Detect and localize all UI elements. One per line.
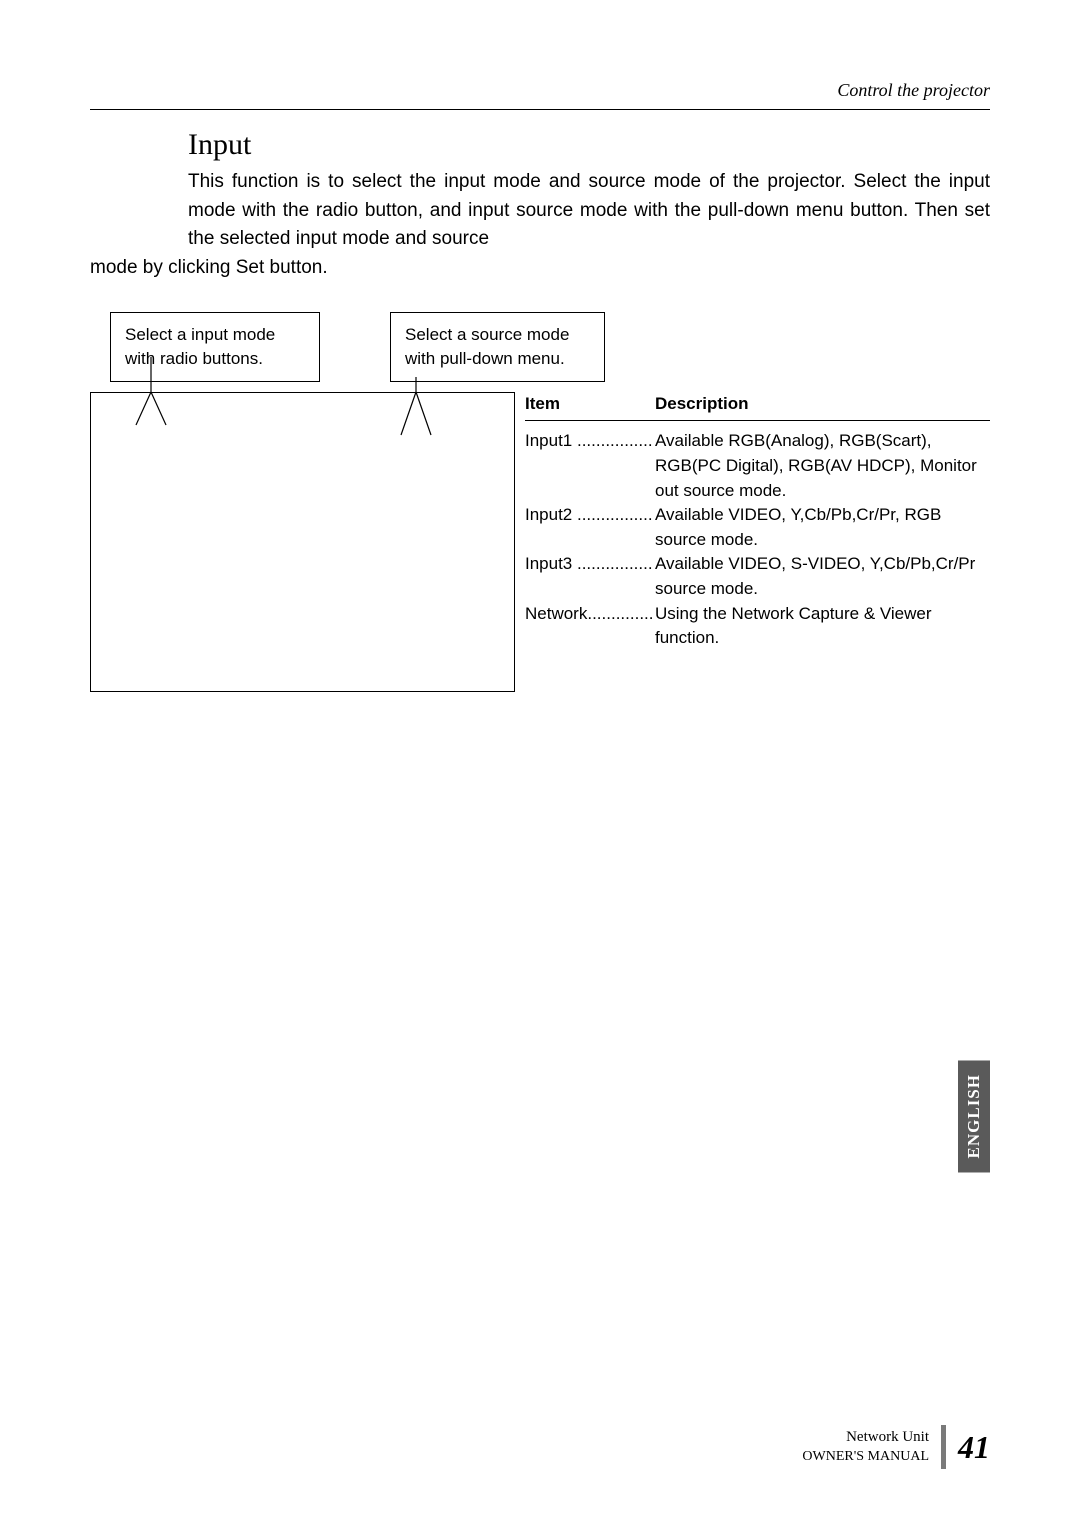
footer-divider xyxy=(941,1425,946,1469)
item-description-table: Item Description Input1 ................… xyxy=(525,392,990,651)
table-header-description: Description xyxy=(655,392,990,417)
language-tab: ENGLISH xyxy=(958,1060,990,1172)
table-header-row: Item Description xyxy=(525,392,990,422)
table-row: Input2 ................ Available VIDEO,… xyxy=(525,503,990,552)
table-row: Input1 ................ Available RGB(An… xyxy=(525,429,990,503)
table-cell-desc: Available VIDEO, Y,Cb/Pb,Cr/Pr, RGB sour… xyxy=(655,503,990,552)
table-body: Input1 ................ Available RGB(An… xyxy=(525,429,990,651)
table-cell-item: Network.............. xyxy=(525,602,655,651)
pointer-arrow-left xyxy=(131,357,211,477)
callouts-row: Select a input mode with radio buttons. … xyxy=(90,312,990,382)
table-cell-item: Input3 ................ xyxy=(525,552,655,601)
callout-source-mode: Select a source mode with pull-down menu… xyxy=(390,312,605,382)
pointer-arrow-right xyxy=(396,377,476,497)
footer-product: Network Unit xyxy=(802,1428,929,1448)
table-header-item: Item xyxy=(525,392,655,417)
table-cell-desc: Available RGB(Analog), RGB(Scart), RGB(P… xyxy=(655,429,990,503)
page-number: 41 xyxy=(958,1429,990,1466)
body-paragraph-indent: This function is to select the input mod… xyxy=(90,168,990,254)
screenshot-placeholder xyxy=(90,392,515,692)
table-cell-item: Input2 ................ xyxy=(525,503,655,552)
table-cell-item: Input1 ................ xyxy=(525,429,655,503)
table-row: Input3 ................ Available VIDEO,… xyxy=(525,552,990,601)
body-paragraph-cont: mode by clicking Set button. xyxy=(90,254,990,283)
content-row: Item Description Input1 ................… xyxy=(90,392,990,692)
table-cell-desc: Using the Network Capture & Viewer funct… xyxy=(655,602,990,651)
page-footer: Network Unit OWNER'S MANUAL 41 xyxy=(802,1425,990,1469)
table-row: Network.............. Using the Network … xyxy=(525,602,990,651)
table-cell-desc: Available VIDEO, S-VIDEO, Y,Cb/Pb,Cr/Pr … xyxy=(655,552,990,601)
running-header: Control the projector xyxy=(90,80,990,101)
section-title: Input xyxy=(188,128,990,162)
header-rule xyxy=(90,109,990,110)
footer-doc-title: OWNER'S MANUAL xyxy=(802,1448,929,1466)
